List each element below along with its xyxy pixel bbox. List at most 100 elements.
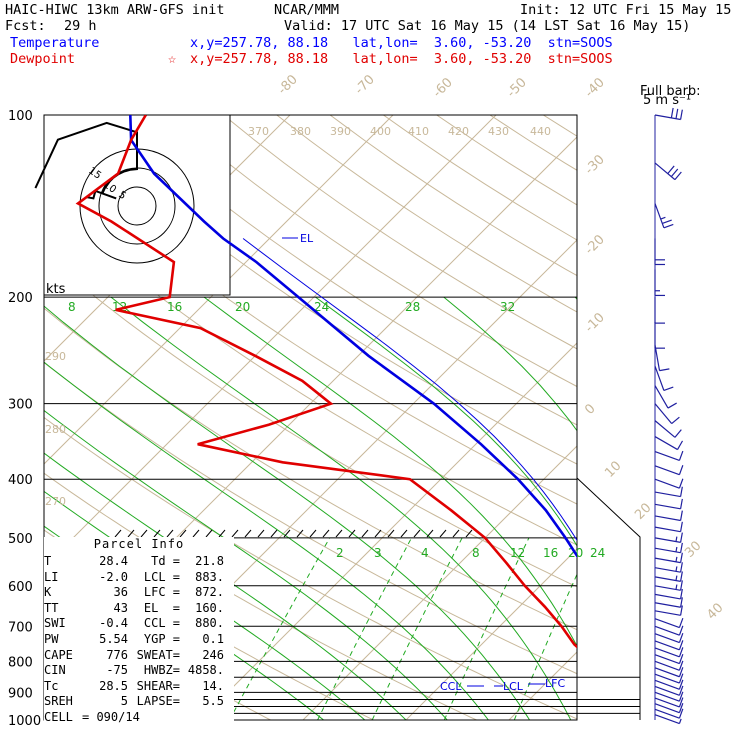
melting-level-tick xyxy=(231,529,239,538)
isotherm-line xyxy=(302,445,577,720)
mixing-ratio-label: 4 xyxy=(421,546,429,560)
pressure-tick-label: 900 xyxy=(8,686,33,701)
melting-level-tick xyxy=(205,529,213,538)
wind-barb xyxy=(654,486,683,498)
wind-barb xyxy=(654,521,683,533)
theta-label: 430 xyxy=(488,125,509,138)
parcel-info-row: Tc 28.5 SHEAR= 14. xyxy=(44,679,234,695)
parcel-param-value: 872. xyxy=(195,585,224,600)
wind-barb xyxy=(654,660,684,671)
melting-level-tick xyxy=(374,529,382,538)
isotherm-line xyxy=(612,115,740,720)
parcel-info-panel: Parcel Info T 28.4 Td = 21.8 LI -2.0 LCL = 88… xyxy=(44,537,234,727)
isotherm-label: 20 xyxy=(632,501,654,523)
hodograph-ring xyxy=(117,186,157,226)
melting-level-tick xyxy=(296,529,304,538)
parcel-param-label: LCL = xyxy=(143,569,180,584)
parcel-info-row: T 28.4 Td = 21.8 xyxy=(44,554,234,570)
wind-barb xyxy=(654,542,683,554)
wind-barb xyxy=(654,679,684,690)
parcel-param-value: 4858. xyxy=(187,663,224,678)
barb-scale-label-1: Full barb: xyxy=(640,84,701,99)
wind-barb xyxy=(654,617,684,629)
annotation-label: LCL xyxy=(503,680,524,693)
dry-adiabat-line xyxy=(116,115,577,426)
wind-barb xyxy=(654,640,684,651)
hodograph-ring-label: 5 xyxy=(116,189,128,202)
temperature-profile-line xyxy=(129,115,577,559)
parcel-param-label: K xyxy=(44,585,73,600)
wind-barb xyxy=(654,344,670,372)
wind-barb xyxy=(654,597,683,608)
wind-barb xyxy=(654,708,684,719)
dry-adiabat-line xyxy=(489,115,577,171)
melting-level-tick xyxy=(348,529,356,538)
parcel-info-title: Parcel Info xyxy=(93,537,185,551)
isotherm-label: -70 xyxy=(352,72,378,98)
isotherm-label: 40 xyxy=(704,601,726,623)
dry-adiabat-line xyxy=(63,115,577,465)
isotherm-label: 30 xyxy=(682,539,704,561)
mixing-ratio-label: 8 xyxy=(472,546,480,560)
pressure-tick-label: 400 xyxy=(8,473,33,488)
org-label: NCAR/MMM xyxy=(274,2,340,18)
melting-level-tick xyxy=(387,529,395,538)
pressure-tick-label: 700 xyxy=(8,620,33,635)
moist-adiabat-line xyxy=(690,297,740,720)
melting-level-tick xyxy=(153,529,161,538)
isotherm-label: 0 xyxy=(582,401,598,417)
parcel-info-row: CIN -75 HWBZ= 4858. xyxy=(44,663,234,679)
theta-label: 410 xyxy=(408,125,429,138)
melting-level-tick xyxy=(439,529,447,538)
parcel-param-value: 21.8 xyxy=(195,554,224,568)
parcel-param-label: PW xyxy=(44,631,73,646)
annotation-label: LFC xyxy=(545,677,565,690)
moist-adiabat-line xyxy=(443,296,577,432)
wind-barb xyxy=(654,685,684,696)
hodograph-frame xyxy=(43,114,231,296)
parcel-info-row: CELL = 090/14 xyxy=(44,710,234,726)
chart-header: HAIC-HIWC 13km ARW-GFS init NCAR/MMM Ini… xyxy=(0,0,740,70)
parcel-info-row: TT 43 EL = 160. xyxy=(44,601,234,617)
theta-label: 280 xyxy=(45,423,66,436)
melting-level-tick xyxy=(335,529,343,538)
mixing-ratio-label: 32 xyxy=(500,300,515,314)
wind-barb xyxy=(654,588,683,600)
wind-barb xyxy=(654,162,682,181)
wind-barb xyxy=(654,203,674,229)
wind-barb xyxy=(654,647,684,658)
mixing-ratio-line xyxy=(317,537,412,720)
dry-adiabat-line xyxy=(169,115,577,388)
pressure-tick-label: 300 xyxy=(8,398,33,413)
parcel-param-label: TT xyxy=(44,600,73,615)
isotherm-label: -40 xyxy=(582,75,608,101)
dewpoint-profile-line xyxy=(75,115,577,649)
parcel-param-value: 883. xyxy=(195,569,224,584)
isotherm-label: -50 xyxy=(504,75,530,101)
isotherm-label: -30 xyxy=(582,152,608,178)
melting-level-tick xyxy=(322,529,330,538)
parcel-param-label: SHEAR= xyxy=(136,678,180,693)
init-time: Init: 12 UTC Fri 15 May 15 xyxy=(520,2,732,18)
melting-level-tick xyxy=(192,529,200,538)
melting-level-tick xyxy=(218,529,226,538)
parcel-param-label: LFC = xyxy=(143,585,180,600)
dewpoint-legend: Dewpoint xyxy=(10,51,76,67)
pressure-tick-label: 600 xyxy=(8,580,33,595)
parcel-param-value: 246 xyxy=(202,647,224,662)
parcel-info-row: K 36 LFC = 872. xyxy=(44,585,234,601)
theta-label: 270 xyxy=(45,495,66,508)
valid-time: Valid: 17 UTC Sat 16 May 15 (14 LST Sat … xyxy=(284,18,691,34)
wind-barb xyxy=(654,673,684,684)
wind-barb xyxy=(654,420,682,438)
wind-barb xyxy=(654,436,684,451)
wind-barb xyxy=(654,697,684,708)
dry-adiabat-line xyxy=(44,361,577,675)
melting-level-tick xyxy=(309,529,317,538)
mixing-ratio-label: 3 xyxy=(374,546,382,560)
isotherm-line xyxy=(44,115,497,568)
parcel-info-row: SWI -0.4 CCL = 880. xyxy=(44,616,234,632)
parcel-param-value: 0.1 xyxy=(202,631,224,646)
barb-scale-label-2: 5 m s⁻¹ xyxy=(643,93,691,108)
parcel-param-label: CELL xyxy=(44,709,73,724)
